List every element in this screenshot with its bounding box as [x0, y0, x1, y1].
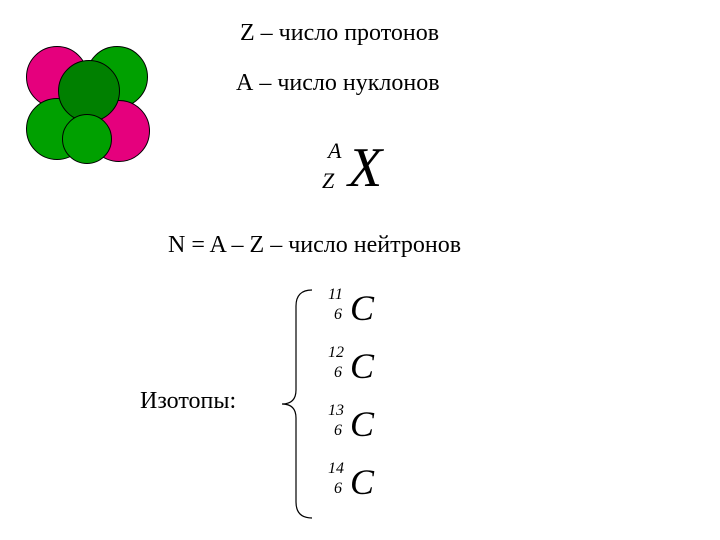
isotope-entry: 116C	[320, 290, 400, 334]
nuclide-notation: A Z X	[300, 140, 440, 220]
isotope-element-symbol: C	[350, 406, 374, 442]
isotope-element-symbol: C	[350, 464, 374, 500]
isotope-element-symbol: C	[350, 348, 374, 384]
definition-z: Z – число протонов	[240, 20, 439, 47]
definition-n: N = A – Z – число нейтронов	[168, 232, 461, 259]
isotope-mass-number: 14	[328, 460, 344, 478]
brace-path	[282, 290, 312, 518]
notation-element: X	[348, 140, 382, 196]
isotope-entry: 136C	[320, 406, 400, 450]
nucleon-circle	[62, 114, 112, 164]
isotopes-brace	[280, 288, 316, 520]
isotopes-label: Изотопы:	[140, 388, 236, 415]
isotope-element-symbol: C	[350, 290, 374, 326]
definition-a: А – число нуклонов	[236, 70, 440, 97]
isotope-atomic-number: 6	[334, 364, 342, 382]
isotope-atomic-number: 6	[334, 306, 342, 324]
page-root: Z – число протонов А – число нуклонов A …	[0, 0, 720, 540]
isotope-entry: 126C	[320, 348, 400, 392]
isotope-atomic-number: 6	[334, 480, 342, 498]
isotope-atomic-number: 6	[334, 422, 342, 440]
notation-subscript: Z	[322, 168, 334, 194]
isotope-entry: 146C	[320, 464, 400, 508]
isotope-mass-number: 11	[328, 286, 343, 304]
isotope-mass-number: 13	[328, 402, 344, 420]
isotope-mass-number: 12	[328, 344, 344, 362]
nucleus-diagram	[18, 30, 158, 170]
notation-superscript: A	[328, 138, 341, 164]
nucleon-circle	[58, 60, 120, 122]
